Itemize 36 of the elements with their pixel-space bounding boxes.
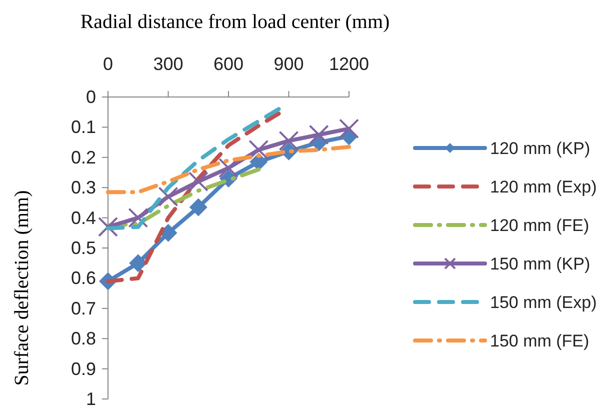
legend-label: 120 mm (Exp): [490, 178, 597, 196]
y-tick-label: 0.7: [70, 298, 96, 318]
point: [248, 140, 269, 160]
y-axis-title: Surface deflection (mm): [11, 190, 33, 386]
point: [189, 198, 208, 216]
x-tick-label: 900: [274, 54, 304, 74]
x-axis-title: Radial distance from load center (mm): [80, 11, 390, 33]
y-tick-label: 0.5: [70, 238, 96, 258]
point: [278, 130, 299, 151]
y-tick-label: 0: [86, 87, 96, 107]
y-tick-label: 0.6: [70, 268, 96, 288]
point: [308, 124, 329, 145]
legend-label: 150 mm (Exp): [490, 293, 597, 312]
y-tick-label: 0.3: [70, 178, 96, 198]
legend-label: 120 mm (FE): [490, 216, 590, 235]
point: [98, 216, 118, 237]
y-tick-label: 0.4: [70, 208, 96, 228]
y-tick-label: 0.9: [70, 358, 96, 379]
point: [129, 254, 148, 272]
x-tick-label: 300: [153, 54, 184, 74]
y-tick-label: 0.1: [70, 117, 96, 138]
point: [339, 118, 359, 139]
point: [188, 172, 208, 192]
y-tick-label: 1: [86, 389, 96, 409]
x-tick-label: 0: [102, 54, 114, 74]
point: [158, 186, 178, 207]
line-series: [106, 107, 281, 230]
y-tick-label: 0.2: [70, 147, 96, 168]
legend-label: 120 mm (KP): [490, 139, 590, 158]
x-tick-label: 600: [213, 54, 244, 74]
point: [218, 158, 238, 178]
point: [128, 208, 148, 228]
y-tick-label: 0.8: [70, 328, 96, 349]
x-tick-label: 1200: [328, 54, 370, 74]
legend-label: 150 mm (KP): [490, 254, 590, 274]
legend-label: 150 mm (FE): [490, 332, 590, 350]
